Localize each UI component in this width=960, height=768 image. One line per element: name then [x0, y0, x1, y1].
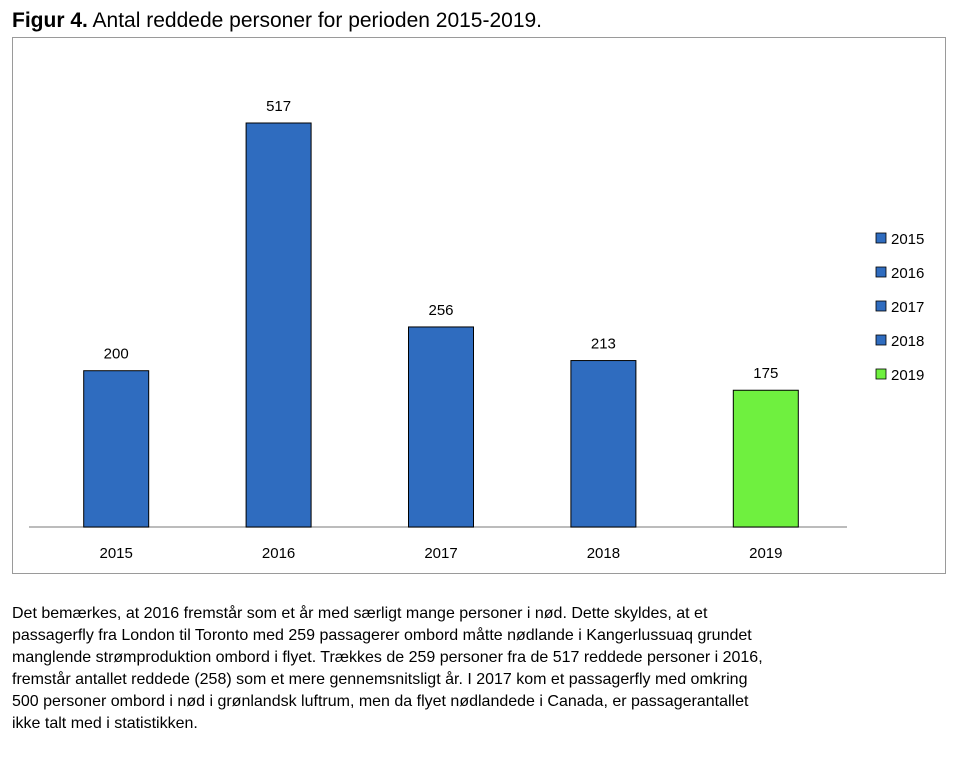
figure-label: Figur 4. [12, 9, 88, 32]
x-tick-label: 2016 [262, 545, 295, 562]
body-paragraph: Det bemærkes, at 2016 fremstår som et år… [12, 603, 942, 735]
bar [570, 360, 637, 528]
legend-swatch [875, 232, 887, 244]
legend-label: 2016 [891, 265, 924, 282]
bar-value-label: 175 [753, 365, 778, 382]
paragraph-line: manglende strømproduktion ombord i flyet… [12, 649, 763, 666]
bar [732, 389, 799, 528]
legend-label: 2018 [891, 333, 924, 350]
x-tick-label: 2019 [749, 545, 782, 562]
paragraph-line: passagerfly fra London til Toronto med 2… [12, 627, 752, 644]
bar [245, 122, 312, 528]
x-tick-label: 2018 [587, 545, 620, 562]
legend-swatch [875, 300, 887, 312]
bar-value-label: 517 [266, 98, 291, 115]
x-tick-label: 2015 [100, 545, 133, 562]
bar-value-label: 256 [428, 302, 453, 319]
legend-swatch [875, 368, 887, 380]
legend-label: 2017 [891, 299, 924, 316]
figure-title-text: Antal reddede personer for perioden 2015… [92, 9, 543, 32]
legend-label: 2015 [891, 231, 924, 248]
x-tick-label: 2017 [424, 545, 457, 562]
legend-label: 2019 [891, 367, 924, 384]
bar-chart: 200 2015 517 2016 256 2017 213 2018 175 2019 2015 2… [29, 98, 924, 562]
legend-swatch [875, 334, 887, 346]
bar-value-label: 213 [591, 336, 616, 353]
paragraph-line: ikke talt med i statistikken. [12, 715, 198, 732]
paragraph-line: Det bemærkes, at 2016 fremstår som et år… [12, 605, 708, 622]
bar-value-label: 200 [104, 346, 129, 363]
legend-swatch [875, 266, 887, 278]
paragraph-line: fremstår antallet reddede (258) som et m… [12, 671, 748, 688]
bar [83, 370, 150, 528]
chart-frame: 200 2015 517 2016 256 2017 213 2018 175 2019 2015 2… [12, 37, 946, 574]
figure-title: Figur 4. Antal reddede personer for peri… [12, 8, 542, 34]
bar [408, 326, 474, 528]
paragraph-line: 500 personer ombord i nød i grønlandsk l… [12, 693, 749, 710]
